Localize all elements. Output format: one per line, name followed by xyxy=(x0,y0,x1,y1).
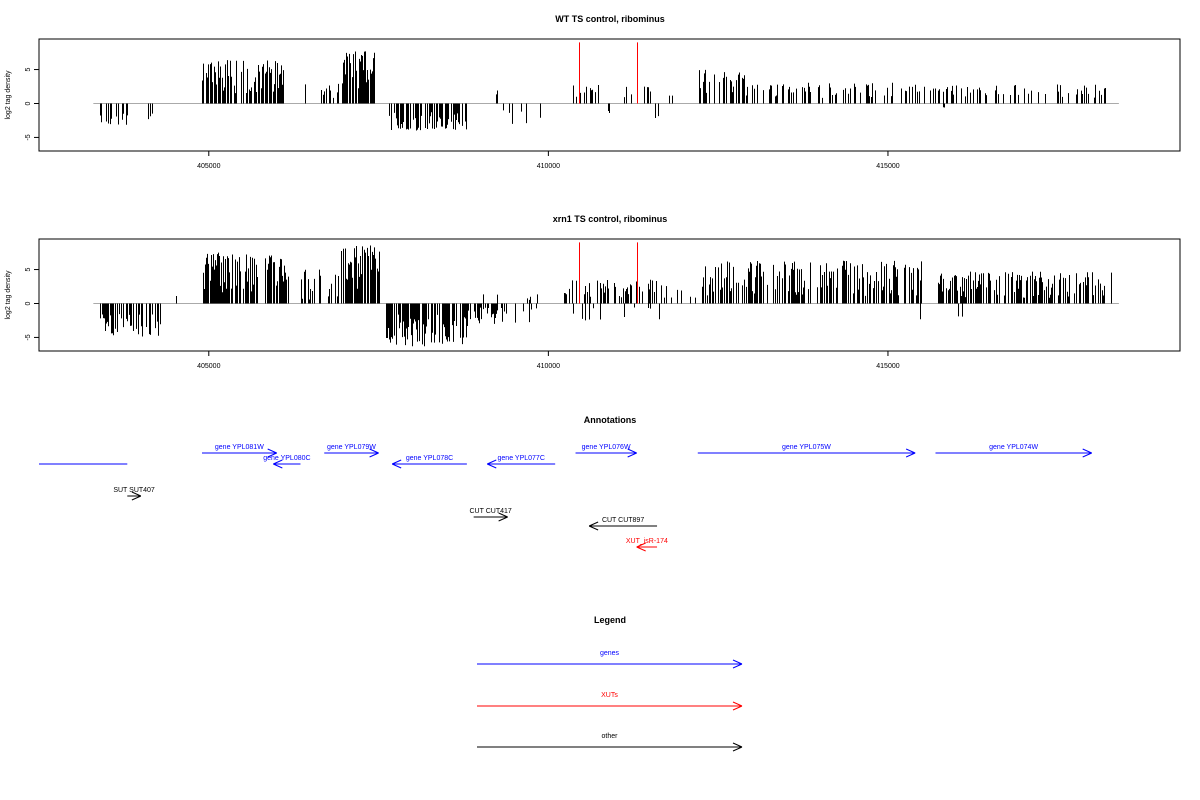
arrow-head xyxy=(487,463,497,469)
arrow-head xyxy=(732,659,743,665)
arrow-head xyxy=(273,463,283,469)
arrow-head xyxy=(267,452,277,458)
feature-label: gene YPL076W xyxy=(582,444,631,451)
plot-frame xyxy=(38,238,1181,352)
legend-label: XUTs xyxy=(601,692,618,699)
legend-item: genes xyxy=(477,650,743,669)
arrow-head xyxy=(487,459,497,465)
arrow-head xyxy=(131,491,142,497)
arrow-head xyxy=(636,546,646,552)
arrow-head xyxy=(369,452,379,458)
arrow-head xyxy=(131,495,142,501)
x-tick-label: 405000 xyxy=(197,363,220,370)
annotation-feature: SUT SUT407 xyxy=(113,487,155,501)
arrow-head xyxy=(1082,448,1092,454)
legend-item: XUTs xyxy=(477,692,743,711)
arrow-head xyxy=(369,448,379,454)
feature-label: SUT SUT407 xyxy=(113,487,155,494)
y-tick-label: -5 xyxy=(25,134,32,140)
feature-label: CUT CUT897 xyxy=(602,517,644,524)
annotation-feature: gene YPL074W xyxy=(935,444,1092,458)
arrow-head xyxy=(588,525,599,531)
arrow-head xyxy=(905,448,916,454)
annotation-feature: gene YPL077C xyxy=(487,455,556,469)
feature-label: gene YPL080C xyxy=(263,455,310,462)
arrow-head xyxy=(905,452,916,458)
annotation-feature: XUT_isR-174 xyxy=(626,538,668,552)
arrow-head xyxy=(732,742,743,748)
x-tick-label: 415000 xyxy=(876,163,899,170)
annotations-title: Annotations xyxy=(584,415,637,425)
arrow-head xyxy=(588,521,599,527)
feature-label: gene YPL074W xyxy=(989,444,1038,451)
y-tick-label: 5 xyxy=(25,67,32,71)
y-axis-label: log2 tag density xyxy=(5,70,12,120)
y-tick-label: 5 xyxy=(25,267,32,271)
arrow-head xyxy=(267,448,277,454)
feature-label: XUT_isR-174 xyxy=(626,538,668,545)
arrow-head xyxy=(732,663,743,669)
annotation-feature: gene YPL076W xyxy=(575,444,637,458)
annotation-feature: gene YPL081W xyxy=(202,444,277,458)
feature-label: gene YPL078C xyxy=(406,455,453,462)
annotation-feature: gene YPL080C xyxy=(263,455,311,469)
legend-title: Legend xyxy=(594,615,626,625)
x-tick-label: 410000 xyxy=(537,163,560,170)
feature-label: CUT CUT417 xyxy=(470,508,512,515)
arrow-head xyxy=(627,452,637,458)
feature-label: gene YPL079W xyxy=(327,444,376,451)
panel-title: xrn1 TS control, ribominus xyxy=(553,214,668,224)
arrow-head xyxy=(1082,452,1092,458)
y-tick-label: -5 xyxy=(25,334,32,340)
feature-label: gene YPL081W xyxy=(215,444,264,451)
legend-item: other xyxy=(477,733,743,752)
legend-label: genes xyxy=(600,650,620,657)
y-tick-label: 0 xyxy=(25,301,32,305)
arrow-head xyxy=(273,459,283,465)
arrow-head xyxy=(498,512,508,518)
annotation-feature: gene YPL078C xyxy=(391,455,467,469)
wt-coverage-panel: WT TS control, ribominus log2 tag densit… xyxy=(5,14,1181,170)
arrow-head xyxy=(732,705,743,711)
arrow-head xyxy=(627,448,637,454)
arrow-head xyxy=(498,516,508,522)
feature-label: gene YPL077C xyxy=(498,455,545,462)
arrow-head xyxy=(391,459,402,465)
feature-label: gene YPL075W xyxy=(782,444,831,451)
annotation-feature: gene YPL075W xyxy=(697,444,916,458)
annotations-panel: Annotations gene YPL081W gene YPL080C gene… xyxy=(39,415,1092,552)
x-tick-label: 405000 xyxy=(197,163,220,170)
arrow-head xyxy=(732,746,743,752)
annotation-feature: CUT CUT897 xyxy=(588,517,658,531)
x-tick-label: 415000 xyxy=(876,363,899,370)
arrow-head xyxy=(391,463,402,469)
xrn1-coverage-panel: xrn1 TS control, ribominus log2 tag dens… xyxy=(5,214,1181,370)
plot-frame xyxy=(38,38,1181,152)
panel-title: WT TS control, ribominus xyxy=(555,14,665,24)
y-tick-label: 0 xyxy=(25,101,32,105)
annotation-feature: CUT CUT417 xyxy=(470,508,512,522)
annotation-feature: gene YPL079W xyxy=(324,444,379,458)
arrow-head xyxy=(636,542,646,548)
arrow-head xyxy=(732,701,743,707)
x-tick-label: 410000 xyxy=(537,363,560,370)
legend: Legend genes XUTs other xyxy=(477,615,743,752)
legend-label: other xyxy=(602,733,619,740)
y-axis-label: log2 tag density xyxy=(5,270,12,320)
